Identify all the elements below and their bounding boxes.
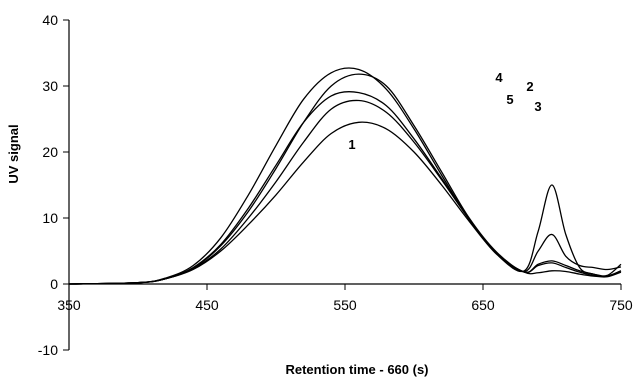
x-tick-label: 750 xyxy=(609,297,633,313)
y-axis-ticks: -10 0 10 20 30 40 xyxy=(38,12,69,358)
series-labels: 1 23 45 xyxy=(348,70,541,152)
y-tick-label: 30 xyxy=(42,78,58,94)
y-tick-label: 20 xyxy=(42,144,58,160)
x-tick-label: 650 xyxy=(471,297,495,313)
x-tick-label: 450 xyxy=(195,297,219,313)
series-lines xyxy=(68,67,622,285)
series-label-3: 3 xyxy=(534,99,541,114)
y-axis-title: UV signal xyxy=(6,124,21,183)
series-label-2: 2 xyxy=(526,79,533,94)
x-axis-ticks: 350 450 550 650 750 xyxy=(57,284,633,313)
y-tick-label: 10 xyxy=(42,210,58,226)
series-line-5 xyxy=(68,90,622,285)
x-tick-label: 550 xyxy=(333,297,357,313)
series-line-3 xyxy=(68,99,622,285)
series-label-4: 4 xyxy=(495,70,503,85)
series-line-2 xyxy=(68,73,622,285)
y-tick-label: -10 xyxy=(38,342,58,358)
series-label-1: 1 xyxy=(348,137,355,152)
series-line-4 xyxy=(68,67,622,285)
x-axis-title: Retention time - 660 (s) xyxy=(285,362,428,377)
series-label-5: 5 xyxy=(506,92,513,107)
series-line-1 xyxy=(68,121,622,285)
y-tick-label: 40 xyxy=(42,12,58,28)
y-tick-label: 0 xyxy=(50,276,58,292)
